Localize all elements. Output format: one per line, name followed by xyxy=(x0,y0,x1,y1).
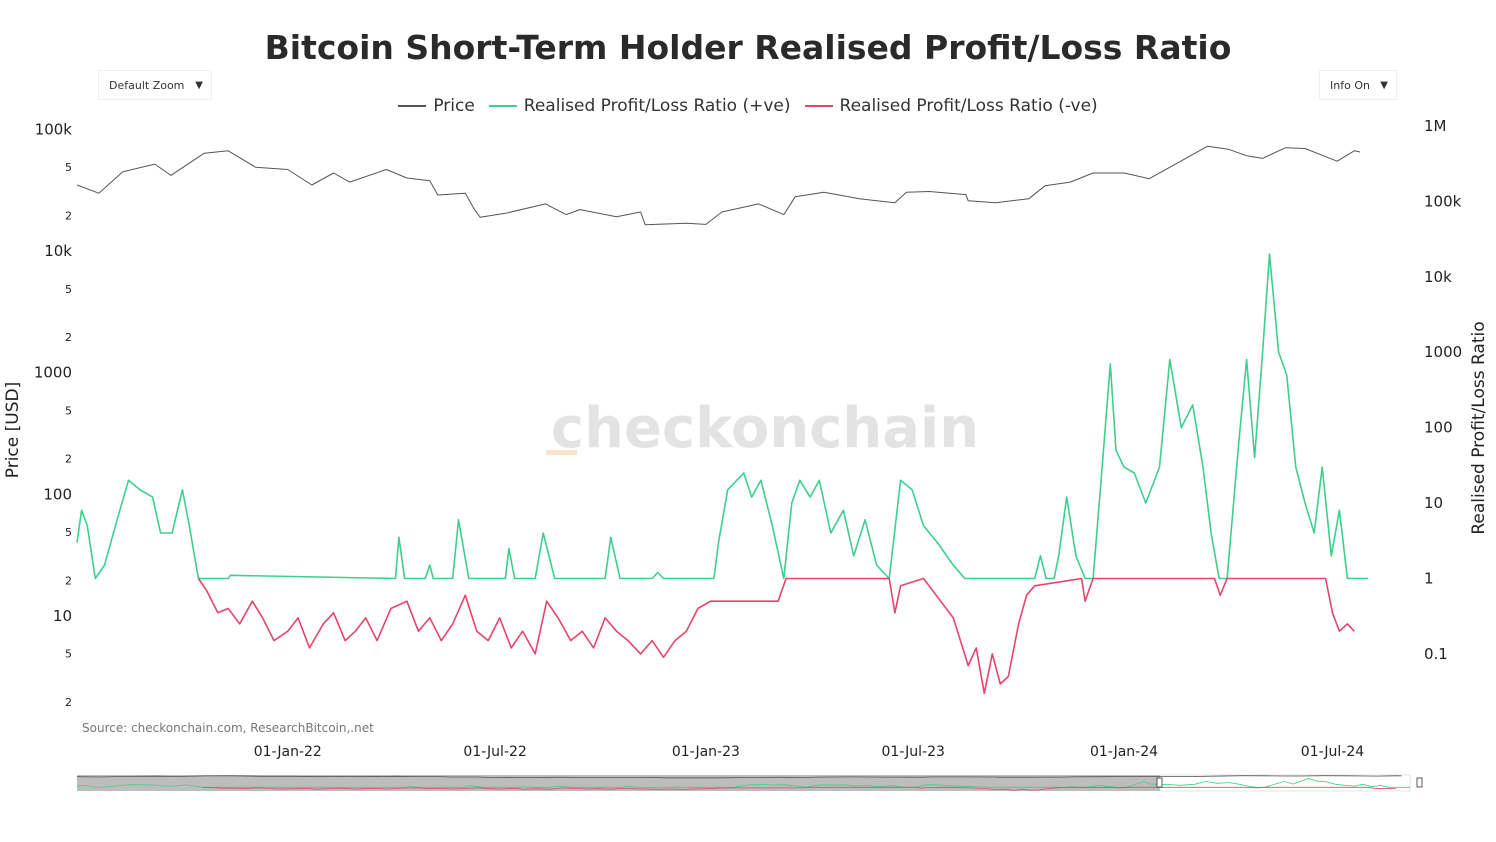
y-left-tick-label: 2 xyxy=(65,210,72,223)
y-left-tick-label: 2 xyxy=(65,574,72,587)
y-right-tick-label: 0.1 xyxy=(1424,645,1448,663)
x-tick-label: 01-Jul-24 xyxy=(1301,744,1364,760)
chevron-down-icon: ▼ xyxy=(195,79,203,91)
price-line[interactable] xyxy=(76,145,1361,226)
y-left-tick-label: 1000 xyxy=(34,364,72,382)
y-left-tick-label: 10k xyxy=(44,242,72,260)
x-tick-label: 01-Jan-23 xyxy=(672,744,740,760)
y-right-tick-label: 1 xyxy=(1424,569,1434,587)
right-axis: 1M 100k 10k 1000 100 10 1 0.1 xyxy=(1424,117,1462,663)
range-slider-left-handle[interactable] xyxy=(1156,777,1163,788)
chart-legend: Price Realised Profit/Loss Ratio (+ve) R… xyxy=(0,96,1496,116)
y-left-tick-label: 10 xyxy=(53,607,72,625)
y-axis-right-title: Realised Profit/Loss Ratio xyxy=(1469,321,1489,534)
x-tick-label: 01-Jan-22 xyxy=(254,744,322,760)
y-left-tick-label: 5 xyxy=(65,526,72,539)
plot-area xyxy=(76,145,1368,695)
ratio-positive-line[interactable] xyxy=(76,253,1368,580)
y-right-tick-label: 100k xyxy=(1424,192,1462,210)
legend-item-ratio-positive[interactable]: Realised Profit/Loss Ratio (+ve) xyxy=(488,96,791,116)
left-axis: 100k 5 2 10k 5 2 1000 5 2 100 5 2 10 5 2 xyxy=(34,121,72,709)
watermark-text: checkonchain xyxy=(551,396,979,461)
legend-item-ratio-negative[interactable]: Realised Profit/Loss Ratio (-ve) xyxy=(804,96,1098,116)
x-tick-label: 01-Jan-24 xyxy=(1090,744,1158,760)
ratio-negative-line-preview xyxy=(202,786,1396,791)
range-slider-preview xyxy=(76,775,1410,791)
y-right-tick-label: 100 xyxy=(1424,419,1453,437)
y-right-tick-label: 1000 xyxy=(1424,343,1462,361)
info-toggle-dropdown[interactable]: Info On ▼ xyxy=(1319,70,1397,100)
legend-label-ratio-positive: Realised Profit/Loss Ratio (+ve) xyxy=(523,96,791,116)
y-left-tick-label: 5 xyxy=(65,647,72,660)
source-note: Source: checkonchain.com, ResearchBitcoi… xyxy=(82,721,374,735)
y-right-tick-label: 1M xyxy=(1424,117,1447,135)
x-axis: 01-Jan-22 01-Jul-22 01-Jan-23 01-Jul-23 01-J… xyxy=(254,744,1365,760)
info-toggle-label: Info On xyxy=(1330,78,1370,92)
ratio-positive-line-preview xyxy=(76,778,1410,788)
watermark: checkonchain xyxy=(546,396,979,461)
ratio-negative-line[interactable] xyxy=(197,577,1355,695)
legend-swatch-ratio-positive xyxy=(488,105,517,107)
chart-title: Bitcoin Short-Term Holder Realised Profi… xyxy=(264,28,1232,67)
default-zoom-dropdown[interactable]: Default Zoom ▼ xyxy=(98,70,212,100)
y-right-tick-label: 10 xyxy=(1424,494,1443,512)
legend-label-price: Price xyxy=(433,96,475,116)
x-tick-label: 01-Jul-22 xyxy=(463,744,526,760)
legend-item-price[interactable]: Price xyxy=(398,96,475,116)
y-left-tick-label: 5 xyxy=(65,404,72,417)
legend-swatch-ratio-negative xyxy=(804,105,833,107)
range-slider-right-handle[interactable] xyxy=(1416,777,1423,788)
y-axis-left-title: Price [USD] xyxy=(3,382,23,478)
y-right-tick-label: 10k xyxy=(1424,268,1452,286)
legend-label-ratio-negative: Realised Profit/Loss Ratio (-ve) xyxy=(839,96,1098,116)
y-left-tick-label: 100k xyxy=(35,121,73,139)
y-left-tick-label: 5 xyxy=(65,283,72,296)
y-left-tick-label: 2 xyxy=(65,331,72,344)
y-left-tick-label: 2 xyxy=(65,696,72,709)
chevron-down-icon: ▼ xyxy=(1380,79,1388,91)
price-line-preview xyxy=(76,775,1402,779)
watermark-underscore xyxy=(546,450,577,455)
range-slider[interactable] xyxy=(76,774,1423,792)
range-slider-window[interactable] xyxy=(1159,774,1411,792)
y-left-tick-label: 5 xyxy=(65,161,72,174)
legend-swatch-price xyxy=(398,105,427,107)
default-zoom-label: Default Zoom xyxy=(109,78,185,92)
y-left-tick-label: 2 xyxy=(65,453,72,466)
x-tick-label: 01-Jul-23 xyxy=(882,744,945,760)
y-left-tick-label: 100 xyxy=(43,485,72,503)
